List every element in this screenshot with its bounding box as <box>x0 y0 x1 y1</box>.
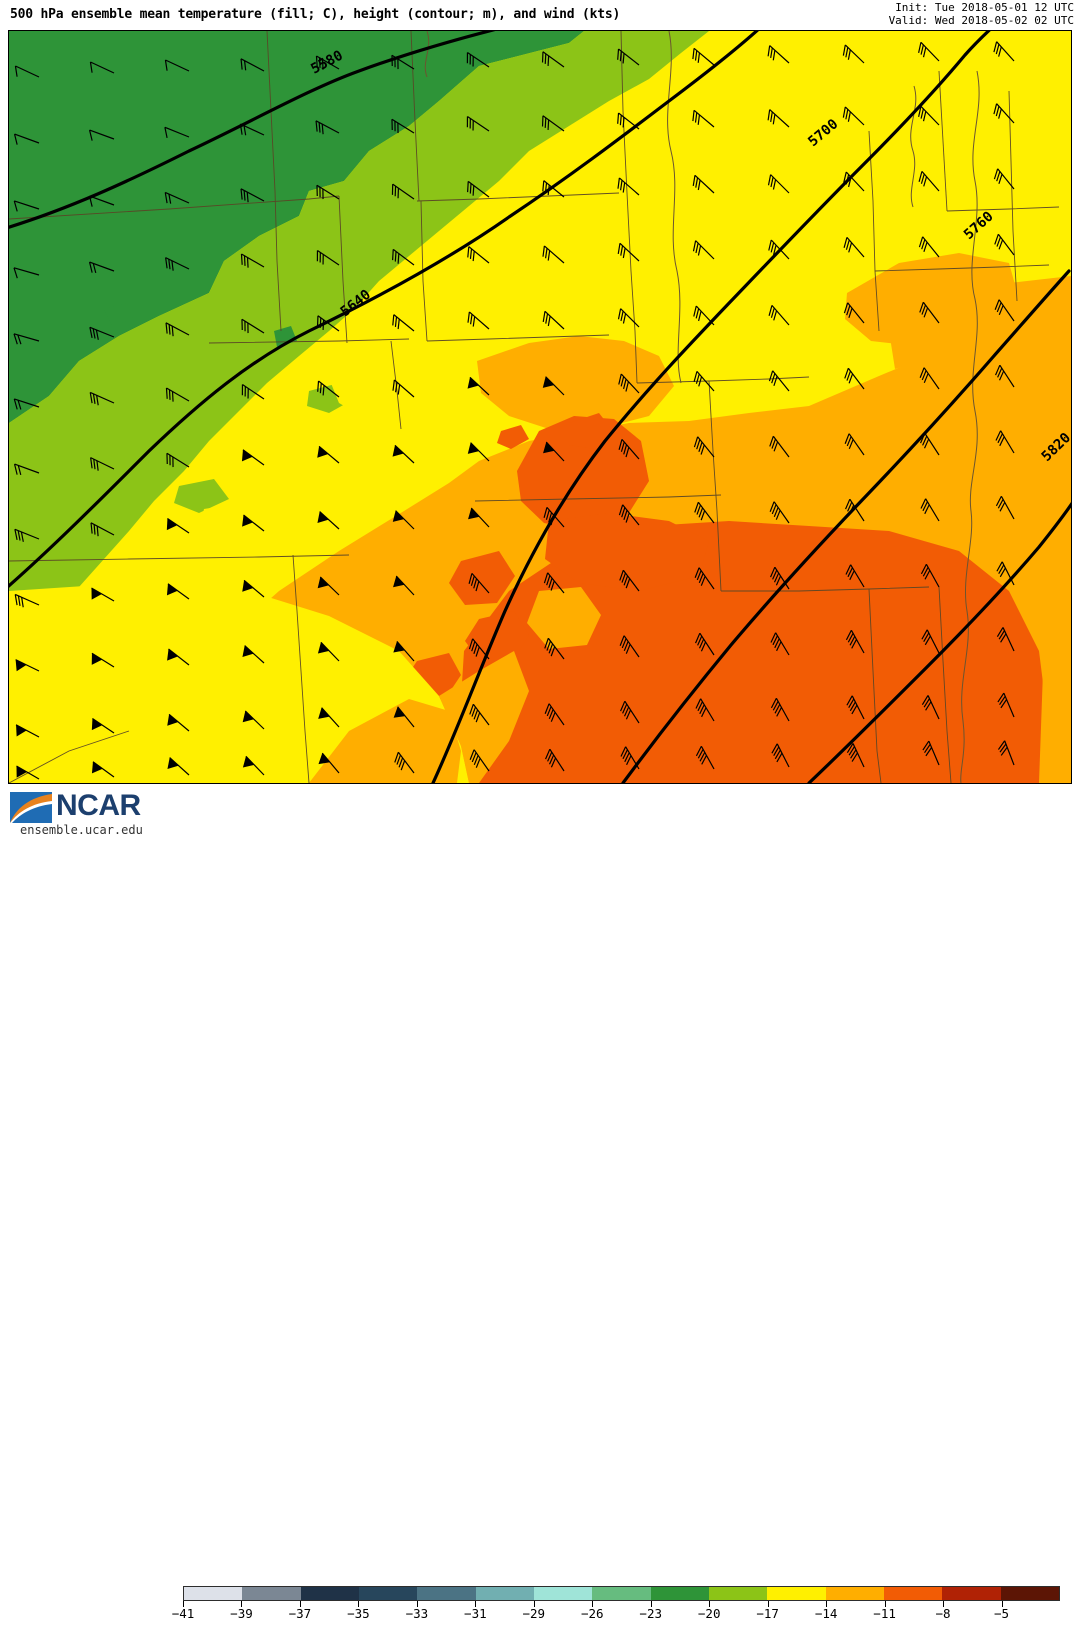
colorbar-segment <box>942 1587 1001 1600</box>
colorbar-segment <box>592 1587 651 1600</box>
colorbar-segment <box>1000 1587 1059 1600</box>
colorbar-segment <box>767 1587 826 1600</box>
colorbar-tick-label: −29 <box>522 1606 546 1621</box>
temperature-fill-map: 5580 5640 5700 5760 5820 <box>9 31 1071 783</box>
colorbar-segment <box>358 1587 418 1600</box>
map-canvas[interactable]: 5580 5640 5700 5760 5820 <box>8 30 1072 784</box>
colorbar[interactable] <box>183 1586 1060 1601</box>
colorbar-tick-label: −41 <box>171 1606 195 1621</box>
colorbar-tick-label: −31 <box>464 1606 487 1621</box>
page-title: 500 hPa ensemble mean temperature (fill;… <box>10 7 621 22</box>
contour-5580-path <box>9 31 496 229</box>
contour-5640-path <box>9 31 759 588</box>
forecast-timestamps: Init: Tue 2018-05-01 12 UTC Valid: Wed 2… <box>889 1 1074 27</box>
colorbar-tick-label: −17 <box>756 1606 779 1621</box>
colorbar-segment <box>825 1587 884 1600</box>
colorbar-tick-label: −11 <box>873 1606 896 1621</box>
colorbar-tick-label: −20 <box>697 1606 721 1621</box>
colorbar-segment <box>883 1587 943 1600</box>
ncar-logo-text: NCAR <box>56 789 141 822</box>
colorbar-tick-label: −35 <box>347 1606 370 1621</box>
colorbar-tick-label: −39 <box>230 1606 253 1621</box>
colorbar-segment <box>184 1587 243 1600</box>
contour-5700-path <box>431 31 991 783</box>
footer-bar: NCAR ensemble.ucar.edu −41 −39 −37 −35 −33 −3… <box>0 786 1080 1621</box>
colorbar-tick-label: −33 <box>405 1606 429 1621</box>
colorbar-tick-label: −37 <box>288 1606 312 1621</box>
ncar-url: ensemble.ucar.edu <box>20 823 143 837</box>
colorbar-segment <box>708 1587 768 1600</box>
colorbar-segment <box>650 1587 709 1600</box>
ncar-logo-mark <box>10 792 52 823</box>
contour-5820-path <box>807 502 1071 783</box>
colorbar-segment <box>417 1587 476 1600</box>
colorbar-tick-label: −14 <box>814 1606 838 1621</box>
header-bar: 500 hPa ensemble mean temperature (fill;… <box>0 0 1080 30</box>
colorbar-tick-label: −26 <box>580 1606 604 1621</box>
colorbar-segment <box>533 1587 593 1600</box>
colorbar-labels: −41 −39 −37 −35 −33 −31 −29 −26 −23 −20 −17 −14 −11 −… <box>0 1606 1080 1626</box>
colorbar-tick-label: −5 <box>994 1606 1010 1621</box>
ncar-logo[interactable]: NCAR ensemble.ucar.edu <box>8 789 168 837</box>
valid-time: Valid: Wed 2018-05-02 02 UTC <box>888 14 1074 27</box>
colorbar-tick-label: −23 <box>639 1606 663 1621</box>
colorbar-segment <box>242 1587 301 1600</box>
colorbar-tick-label: −8 <box>935 1606 951 1621</box>
colorbar-segment <box>475 1587 534 1600</box>
contour-5760-path <box>621 269 1071 783</box>
init-time: Init: Tue 2018-05-01 12 UTC <box>895 1 1074 14</box>
colorbar-segment <box>300 1587 359 1600</box>
